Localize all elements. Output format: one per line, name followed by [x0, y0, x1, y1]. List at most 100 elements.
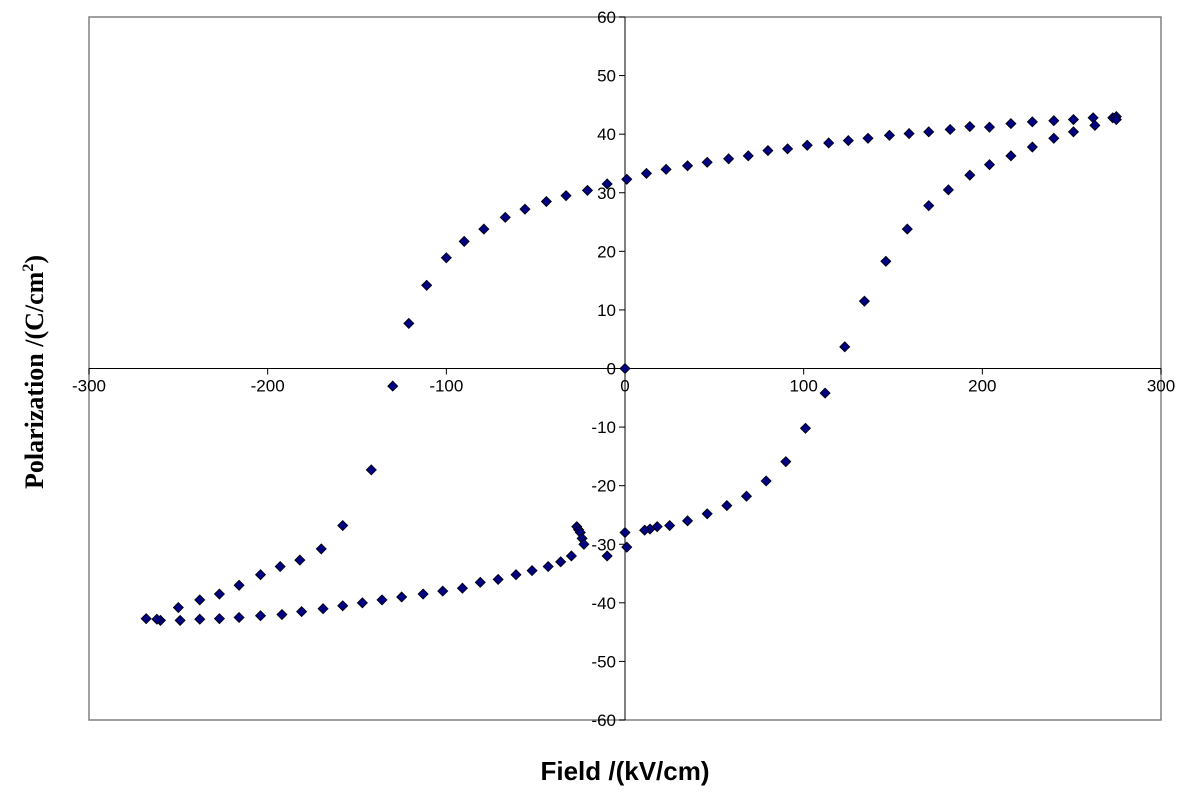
data-point: [1026, 141, 1038, 153]
data-point: [880, 255, 892, 267]
data-point: [510, 569, 522, 581]
data-point: [762, 145, 774, 157]
y-tick-label: 20: [597, 242, 616, 261]
data-point: [526, 565, 538, 577]
y-tick-label: -30: [591, 535, 616, 554]
data-point: [1048, 132, 1060, 144]
data-point: [601, 178, 613, 190]
data-point: [801, 139, 813, 151]
data-point: [780, 456, 792, 468]
data-point: [254, 569, 267, 581]
y-axis-label-superscript: 2: [20, 264, 37, 272]
data-point: [458, 235, 470, 247]
data-point: [542, 560, 554, 573]
data-point: [760, 475, 772, 487]
data-point: [174, 614, 186, 626]
data-point: [540, 195, 552, 208]
data-point: [578, 538, 590, 550]
data-point: [356, 597, 368, 609]
data-point: [681, 515, 694, 527]
data-markers: [140, 111, 1122, 626]
data-point: [799, 422, 812, 434]
data-point: [701, 156, 713, 168]
data-point: [740, 490, 753, 502]
y-tick-label: 10: [597, 301, 616, 320]
data-point: [1005, 118, 1017, 130]
data-point: [782, 143, 794, 155]
data-point: [1005, 150, 1017, 162]
x-tick-label: -100: [429, 377, 463, 396]
data-point: [194, 594, 206, 606]
data-point: [365, 464, 377, 476]
data-point: [213, 588, 225, 600]
y-tick-label: 60: [597, 8, 616, 27]
x-tick-labels: -300 -200 -100 0 100 200 300: [72, 377, 1175, 396]
data-point: [823, 137, 835, 149]
data-point: [555, 556, 567, 568]
data-point: [478, 223, 490, 235]
data-point: [294, 554, 306, 566]
y-tick-labels: -60 -50 -40 -30 -20 -10 0 10 20 30 40 50 60: [591, 8, 616, 730]
data-point: [337, 519, 349, 532]
data-point: [233, 611, 245, 624]
x-tick-label: -300: [72, 377, 106, 396]
y-tick-label: -10: [591, 418, 616, 437]
data-point: [923, 200, 935, 212]
data-point: [456, 582, 468, 594]
data-point: [619, 362, 631, 375]
data-point: [983, 121, 996, 133]
data-point: [621, 173, 633, 185]
data-point: [421, 279, 433, 291]
y-axis-label-main: Polarization /(C/cm: [20, 271, 49, 489]
data-point: [1067, 113, 1080, 126]
y-tick-label: -60: [591, 711, 616, 730]
data-point: [337, 600, 349, 612]
x-tick-label: 100: [789, 377, 817, 396]
data-point: [499, 211, 511, 223]
data-point: [639, 524, 651, 536]
data-point: [883, 129, 895, 141]
data-point: [1026, 116, 1038, 128]
data-point: [254, 610, 267, 622]
data-point: [140, 613, 152, 625]
y-tick-label: -50: [591, 652, 616, 671]
data-point: [964, 169, 976, 181]
data-point: [315, 543, 327, 555]
data-point: [474, 576, 486, 588]
data-point: [440, 252, 452, 264]
data-point: [151, 613, 163, 625]
data-point: [819, 387, 831, 399]
y-axis-label-suffix: ): [20, 255, 49, 264]
data-point: [172, 601, 184, 614]
data-point: [376, 594, 388, 606]
data-point: [923, 126, 935, 138]
data-point: [396, 591, 408, 603]
data-point: [858, 295, 870, 307]
y-tick-label: -40: [591, 594, 616, 613]
data-point: [274, 560, 286, 573]
data-point: [233, 579, 245, 591]
data-point: [565, 550, 577, 562]
data-point: [1089, 119, 1101, 131]
data-point: [437, 585, 449, 597]
data-point: [417, 588, 429, 600]
x-tick-label: 200: [968, 377, 996, 396]
data-point: [194, 613, 206, 625]
data-point: [942, 184, 954, 196]
data-point: [964, 120, 976, 133]
data-point: [621, 541, 633, 553]
y-tick-label: -20: [591, 477, 616, 496]
data-point: [862, 132, 874, 144]
data-point: [721, 500, 733, 512]
data-point: [403, 317, 415, 329]
data-point: [701, 508, 713, 520]
data-point: [560, 190, 572, 202]
data-point: [213, 613, 225, 625]
data-point: [1067, 126, 1080, 138]
data-point: [903, 128, 915, 140]
data-point: [983, 159, 996, 171]
data-point: [660, 163, 672, 175]
y-axis-label: Polarization /(C/cm2): [20, 255, 49, 489]
data-point: [619, 526, 631, 539]
